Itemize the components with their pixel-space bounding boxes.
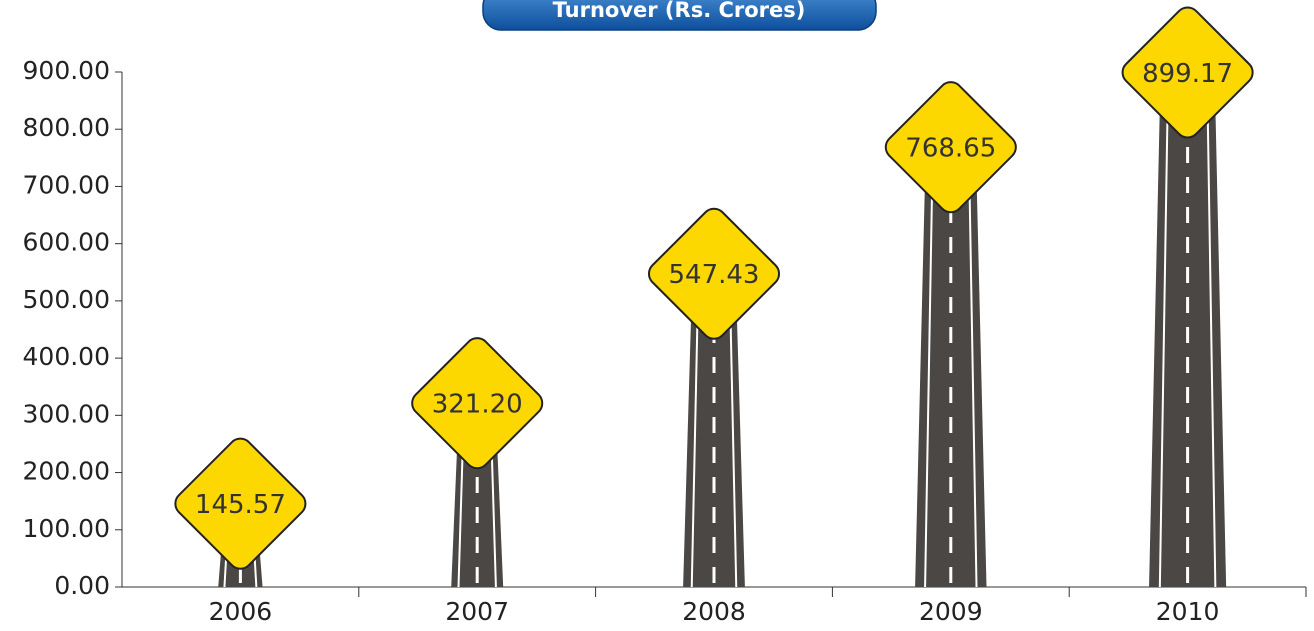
x-tick-label: 2010 [1156, 597, 1220, 626]
y-tick-label: 700.00 [23, 170, 110, 199]
value-label: 547.43 [669, 260, 760, 290]
y-tick-label: 0.00 [54, 571, 110, 600]
y-tick-label: 800.00 [23, 113, 110, 142]
value-label: 768.65 [905, 134, 996, 164]
y-tick-label: 500.00 [23, 285, 110, 314]
chart-title: Turnover (Rs. Crores) [553, 0, 806, 22]
value-label: 899.17 [1142, 59, 1233, 89]
x-tick-label: 2007 [445, 597, 509, 626]
y-tick-label: 400.00 [23, 342, 110, 371]
y-tick-label: 300.00 [23, 399, 110, 428]
y-tick-label: 200.00 [23, 457, 110, 486]
x-tick-label: 2008 [682, 597, 746, 626]
y-tick-label: 100.00 [23, 514, 110, 543]
y-tick-label: 900.00 [23, 56, 110, 85]
value-label: 321.20 [432, 390, 523, 420]
y-tick-label: 600.00 [23, 228, 110, 257]
x-tick-label: 2009 [919, 597, 983, 626]
chart: Turnover (Rs. Crores) 0.00 100.00 200.00 30… [0, 0, 1314, 631]
x-tick-label: 2006 [209, 597, 273, 626]
value-label: 145.57 [195, 490, 286, 520]
